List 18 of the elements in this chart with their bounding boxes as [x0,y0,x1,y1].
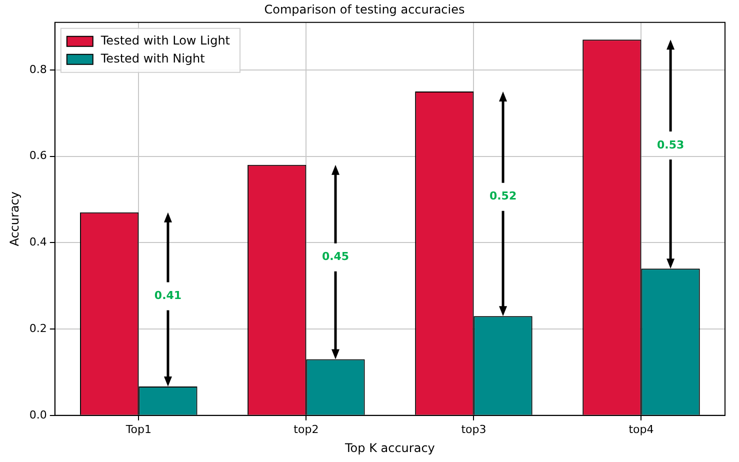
y-tick-label: 0.8 [29,62,47,76]
y-axis-title: Accuracy [7,192,22,246]
legend-label: Tested with Low Light [100,34,230,48]
x-tick-label: top4 [628,422,654,436]
y-tick-label: 0.6 [29,149,47,162]
y-tick-label: 0.2 [29,322,47,335]
y-tick-label: 0.0 [29,408,47,422]
x-axis-title: Top K accuracy [344,440,435,455]
legend-label: Tested with Night [100,52,206,66]
annotation: 0.41 [154,289,182,302]
x-tick-label: top3 [461,422,486,436]
annotation: 0.45 [322,250,350,264]
chart-title: Comparison of testing accuracies [264,2,465,16]
annotation: 0.53 [656,138,684,152]
x-tick-label: Top1 [124,422,152,436]
x-tick-label: top2 [294,422,319,436]
y-tick-label: 0.4 [29,236,47,249]
annotation: 0.52 [489,190,517,203]
